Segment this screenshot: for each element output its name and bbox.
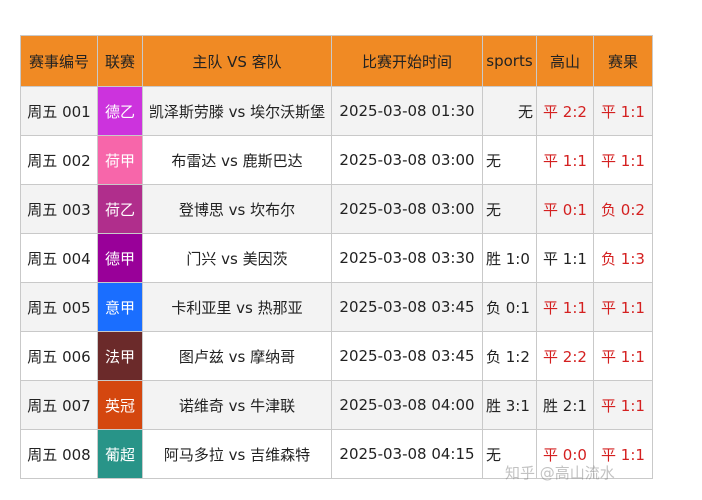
teams: 诺维奇 vs 牛津联 (142, 380, 332, 430)
league-cell: 德甲 (97, 233, 143, 283)
sports-pick: 负 1:2 (482, 331, 537, 381)
league-cell: 法甲 (97, 331, 143, 381)
sports-pick: 无 (482, 184, 537, 234)
table-row: 周五 003 荷乙 登博思 vs 坎布尔 2025-03-08 03:00 无平 0:1… (20, 184, 653, 234)
teams: 卡利亚里 vs 热那亚 (142, 282, 332, 332)
gaoshan-pick: 平 0:1 (536, 184, 594, 234)
league-cell: 荷甲 (97, 135, 143, 185)
start-time: 2025-03-08 03:00 (331, 184, 483, 234)
match-result: 平 1:1 (593, 429, 653, 479)
start-time: 2025-03-08 04:15 (331, 429, 483, 479)
match-result: 平 1:1 (593, 331, 653, 381)
teams: 门兴 vs 美因茨 (142, 233, 332, 283)
header-time: 比赛开始时间 (331, 35, 483, 87)
table-row: 周五 005 意甲 卡利亚里 vs 热那亚 2025-03-08 03:45 负 0:1… (20, 282, 653, 332)
match-id: 周五 005 (20, 282, 98, 332)
match-id: 周五 008 (20, 429, 98, 479)
match-id: 周五 003 (20, 184, 98, 234)
gaoshan-pick: 平 2:2 (536, 331, 594, 381)
match-id: 周五 006 (20, 331, 98, 381)
sports-pick: 负 0:1 (482, 282, 537, 332)
teams: 布雷达 vs 鹿斯巴达 (142, 135, 332, 185)
gaoshan-pick: 平 0:0 (536, 429, 594, 479)
league-cell: 德乙 (97, 86, 143, 136)
start-time: 2025-03-08 03:00 (331, 135, 483, 185)
teams: 凯泽斯劳滕 vs 埃尔沃斯堡 (142, 86, 332, 136)
table-row: 周五 006 法甲 图卢兹 vs 摩纳哥 2025-03-08 03:45 负 1:2 平… (20, 331, 653, 381)
table-row: 周五 002 荷甲 布雷达 vs 鹿斯巴达 2025-03-08 03:00 无平 1:… (20, 135, 653, 185)
teams: 阿马多拉 vs 吉维森特 (142, 429, 332, 479)
header-id: 赛事编号 (20, 35, 98, 87)
header-row: 赛事编号 联赛 主队 VS 客队 比赛开始时间 sports 高山 赛果 (20, 35, 653, 87)
match-id: 周五 004 (20, 233, 98, 283)
sports-pick: 胜 1:0 (482, 233, 537, 283)
start-time: 2025-03-08 03:30 (331, 233, 483, 283)
table-row: 周五 007 英冠 诺维奇 vs 牛津联 2025-03-08 04:00 胜 3:1 胜… (20, 380, 653, 430)
header-match: 主队 VS 客队 (142, 35, 332, 87)
match-result: 平 1:1 (593, 380, 653, 430)
teams: 图卢兹 vs 摩纳哥 (142, 331, 332, 381)
league-cell: 意甲 (97, 282, 143, 332)
match-result: 负 0:2 (593, 184, 653, 234)
league-cell: 荷乙 (97, 184, 143, 234)
header-league: 联赛 (97, 35, 143, 87)
gaoshan-pick: 平 2:2 (536, 86, 594, 136)
sports-pick: 无 (482, 135, 537, 185)
start-time: 2025-03-08 03:45 (331, 282, 483, 332)
match-id: 周五 007 (20, 380, 98, 430)
sports-pick: 胜 3:1 (482, 380, 537, 430)
match-result: 平 1:1 (593, 135, 653, 185)
table-row: 周五 008 葡超 阿马多拉 vs 吉维森特 2025-03-08 04:15 无平 0… (20, 429, 653, 479)
match-result: 负 1:3 (593, 233, 653, 283)
gaoshan-pick: 平 1:1 (536, 233, 594, 283)
start-time: 2025-03-08 04:00 (331, 380, 483, 430)
league-cell: 葡超 (97, 429, 143, 479)
match-id: 周五 002 (20, 135, 98, 185)
table-row: 周五 001 德乙 凯泽斯劳滕 vs 埃尔沃斯堡 2025-03-08 01:30 无平… (20, 86, 653, 136)
sports-pick: 无 (482, 429, 537, 479)
start-time: 2025-03-08 03:45 (331, 331, 483, 381)
start-time: 2025-03-08 01:30 (331, 86, 483, 136)
gaoshan-pick: 平 1:1 (536, 135, 594, 185)
match-result: 平 1:1 (593, 282, 653, 332)
header-result: 赛果 (593, 35, 653, 87)
match-table: 赛事编号 联赛 主队 VS 客队 比赛开始时间 sports 高山 赛果 周五 … (20, 35, 653, 479)
league-cell: 英冠 (97, 380, 143, 430)
match-id: 周五 001 (20, 86, 98, 136)
gaoshan-pick: 平 1:1 (536, 282, 594, 332)
teams: 登博思 vs 坎布尔 (142, 184, 332, 234)
sports-pick: 无 (482, 86, 537, 136)
gaoshan-pick: 胜 2:1 (536, 380, 594, 430)
match-result: 平 1:1 (593, 86, 653, 136)
watermark: 知乎 @高山流水 (505, 464, 615, 482)
header-gaoshan: 高山 (536, 35, 594, 87)
table-row: 周五 004 德甲 门兴 vs 美因茨 2025-03-08 03:30 胜 1:0 平 … (20, 233, 653, 283)
header-sports: sports (482, 35, 537, 87)
